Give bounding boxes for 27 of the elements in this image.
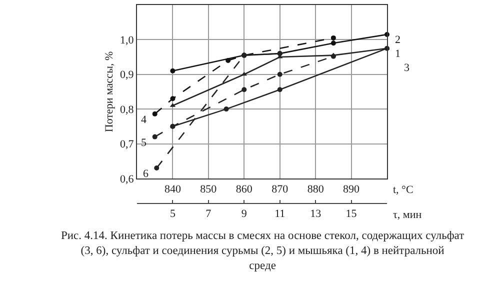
y-tick-label: 0,7	[120, 138, 134, 151]
x2-tick-label: 5	[170, 208, 176, 220]
x2-tick-label: 15	[346, 208, 358, 220]
x-tick-label: 860	[236, 184, 253, 196]
series-label: 3	[404, 62, 410, 74]
x2-tick-label: 7	[206, 208, 212, 220]
series-label: 4	[141, 114, 147, 126]
series-label: 5	[141, 137, 147, 149]
x-tick-label: 880	[307, 184, 324, 196]
y-axis-title: Потери массы, %	[104, 51, 116, 132]
x-axis-title: t, °C	[393, 184, 414, 196]
y-tick-label: 0,9	[120, 69, 134, 82]
series-label: 1	[395, 48, 400, 60]
x2-tick-label: 13	[310, 208, 322, 220]
x-tick-label: 890	[343, 184, 360, 196]
x2-tick-label: 11	[274, 208, 286, 220]
x2-axis-title: τ, мин	[393, 209, 422, 221]
x-tick-label: 870	[272, 184, 289, 196]
y-tick-label: 0,8	[120, 104, 134, 116]
x-tick-label: 850	[200, 184, 218, 196]
series-label: 2	[395, 34, 400, 46]
x-tick-label: 840	[164, 184, 182, 196]
series-label: 6	[143, 168, 149, 180]
x2-tick-label: 9	[241, 208, 248, 220]
y-tick-label: 0,6	[120, 173, 134, 186]
text: Рис. 4.14. Кинетика потерь массы в смесях на основе стекол, содержащих сульфат (3, 6), сульфат и соединения сурьмы (2, 5) и мышьяка (1, 4) в нейтральной среде	[61, 230, 464, 272]
y-tick-label: 1,0	[120, 34, 134, 47]
